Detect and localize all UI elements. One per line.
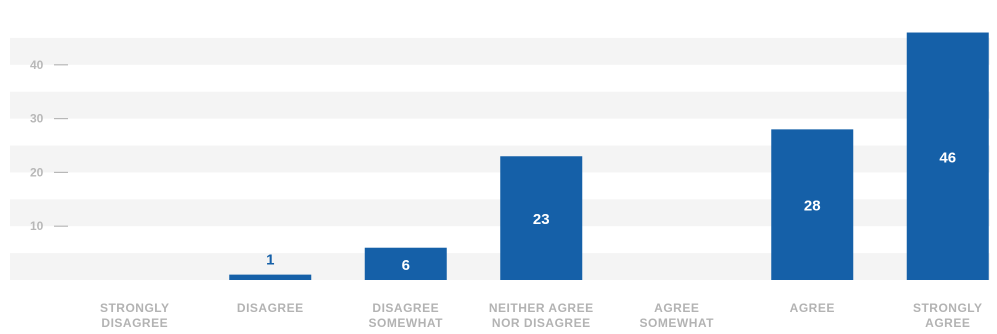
bar <box>906 32 989 280</box>
y-tick-label: 20 <box>30 165 44 179</box>
bar <box>364 247 447 280</box>
bar-value-label: 28 <box>804 198 821 215</box>
grid-band <box>10 37 990 65</box>
x-category-label-line: SOMEWHAT <box>640 316 715 330</box>
x-category-label-line: DISAGREE <box>237 301 304 315</box>
x-category-label: AGREE SOMEWHAT <box>640 301 715 330</box>
bar-value-label: 1 <box>266 252 274 269</box>
x-category-label-line: NEITHER AGREE <box>489 301 594 315</box>
bar <box>500 156 583 280</box>
bar-labels: 1 6 23 28 46 <box>266 149 956 274</box>
x-category-label: DISAGREE SOMEWHAT <box>369 301 444 330</box>
y-tick-label: 10 <box>30 219 44 233</box>
x-category-label-line: SOMEWHAT <box>369 316 444 330</box>
x-category-label: STRONGLY DISAGREE <box>100 301 170 330</box>
y-tick-label: 30 <box>30 112 44 126</box>
grid-band <box>10 91 990 119</box>
x-category-label: AGREE <box>790 301 835 315</box>
x-category-label-line: AGREE <box>790 301 835 315</box>
x-category-label-line: DISAGREE <box>372 301 439 315</box>
x-category-label-line: NOR DISAGREE <box>492 316 591 330</box>
x-category-label-line: AGREE <box>654 301 699 315</box>
bar <box>771 129 854 280</box>
x-category-label-line: AGREE <box>925 316 970 330</box>
bar-value-label: 46 <box>939 149 956 166</box>
x-category-label-line: STRONGLY <box>913 301 983 315</box>
bars <box>229 32 989 280</box>
bar <box>229 274 312 280</box>
x-category-label: NEITHER AGREE NOR DISAGREE <box>489 301 594 330</box>
x-category-label-line: STRONGLY <box>100 301 170 315</box>
y-axis: 10 20 30 40 <box>30 58 68 233</box>
x-category-label-line: DISAGREE <box>101 316 168 330</box>
y-tick-label: 40 <box>30 58 44 72</box>
bar-value-label: 23 <box>533 211 550 228</box>
x-category-label: DISAGREE <box>237 301 304 315</box>
bar-value-label: 6 <box>402 257 410 274</box>
x-category-label: STRONGLY AGREE <box>913 301 983 330</box>
